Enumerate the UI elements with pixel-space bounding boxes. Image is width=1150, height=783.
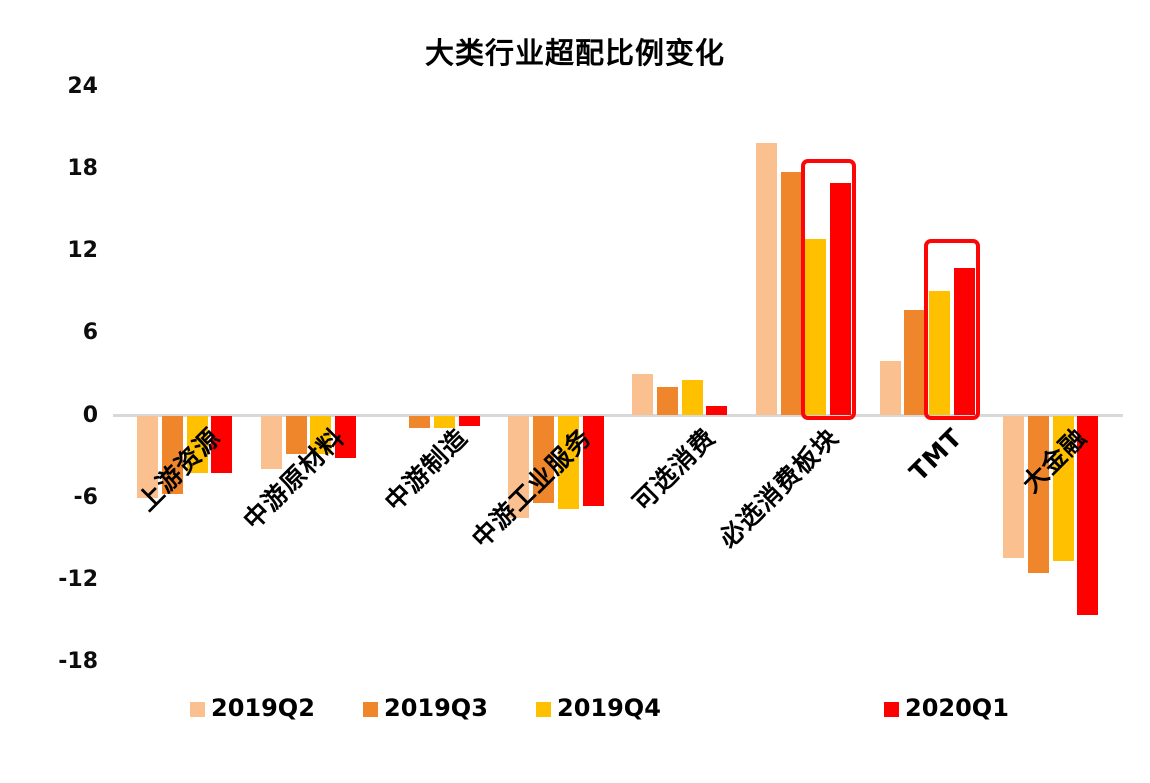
legend-swatch-2019Q4: [536, 702, 551, 717]
highlight-box: [800, 159, 856, 421]
legend-item-2019Q2: 2019Q2: [190, 694, 315, 722]
bar-2019Q2-上游资源: [137, 415, 159, 498]
bar-2019Q3-中游制造: [409, 415, 431, 428]
bar-2020Q1-中游工业服务: [582, 415, 604, 506]
y-tick-label: 6: [82, 320, 98, 346]
bar-2019Q4-可选消费: [681, 379, 703, 416]
bar-2019Q4-中游原材料: [310, 415, 332, 454]
y-tick-label: -12: [58, 566, 98, 592]
bar-2019Q3-中游工业服务: [533, 415, 555, 504]
bar-2019Q3-必选消费板块: [780, 171, 802, 416]
bar-2020Q1-中游原材料: [335, 415, 357, 458]
bar-2019Q2-TMT: [879, 360, 901, 416]
category-label-中游制造: 中游制造: [379, 422, 474, 517]
y-tick-label: 0: [82, 402, 98, 428]
y-tick-label: -6: [73, 484, 98, 510]
bar-2019Q4-中游工业服务: [557, 415, 579, 509]
bar-2020Q1-大金融: [1077, 415, 1099, 616]
bar-2019Q2-可选消费: [632, 374, 654, 416]
bar-2019Q2-中游工业服务: [508, 415, 530, 519]
y-tick-label: 12: [67, 238, 98, 264]
bar-2020Q1-中游制造: [458, 415, 480, 427]
bar-2019Q3-TMT: [904, 310, 926, 416]
legend-swatch-2020Q1: [884, 702, 899, 717]
bar-2019Q2-必选消费板块: [755, 143, 777, 416]
bar-2019Q2-中游原材料: [261, 415, 282, 469]
bar-2019Q4-上游资源: [186, 415, 208, 473]
legend-label-2019Q3: 2019Q3: [384, 694, 488, 722]
legend-swatch-2019Q2: [190, 702, 205, 717]
legend-label-2020Q1: 2020Q1: [905, 694, 1009, 722]
bar-2019Q4-必选消费板块: [805, 238, 827, 416]
category-label-TMT: TMT: [903, 422, 969, 487]
legend-swatch-2019Q3: [363, 702, 378, 717]
bar-2019Q4-中游制造: [434, 415, 456, 428]
bar-2020Q1-上游资源: [211, 415, 233, 473]
bar-2019Q4-TMT: [928, 290, 950, 416]
bar-2020Q1-必选消费板块: [829, 182, 851, 416]
y-tick-label: 24: [67, 73, 98, 99]
bar-2019Q3-中游原材料: [285, 415, 307, 454]
bar-2020Q1-可选消费: [706, 405, 728, 416]
bar-2019Q4-大金融: [1052, 415, 1074, 561]
chart-title: 大类行业超配比例变化: [424, 36, 725, 70]
bar-2019Q3-可选消费: [656, 386, 678, 416]
y-tick-label: 18: [67, 156, 98, 182]
category-label-必选消费板块: 必选消费板块: [713, 422, 845, 554]
bar-2019Q3-大金融: [1027, 415, 1049, 573]
legend-item-2020Q1: 2020Q1: [884, 694, 1009, 722]
bar-2019Q2-大金融: [1003, 415, 1025, 558]
highlight-box: [924, 238, 980, 421]
y-tick-label: -18: [58, 648, 98, 674]
zero-axis-line: [113, 414, 1123, 417]
legend-item-2019Q4: 2019Q4: [536, 694, 661, 722]
category-label-可选消费: 可选消费: [626, 422, 721, 517]
bar-2020Q1-TMT: [953, 267, 975, 416]
legend-label-2019Q4: 2019Q4: [557, 694, 661, 722]
bar-2019Q3-上游资源: [162, 415, 183, 494]
legend-item-2019Q3: 2019Q3: [363, 694, 488, 722]
legend-label-2019Q2: 2019Q2: [211, 694, 315, 722]
